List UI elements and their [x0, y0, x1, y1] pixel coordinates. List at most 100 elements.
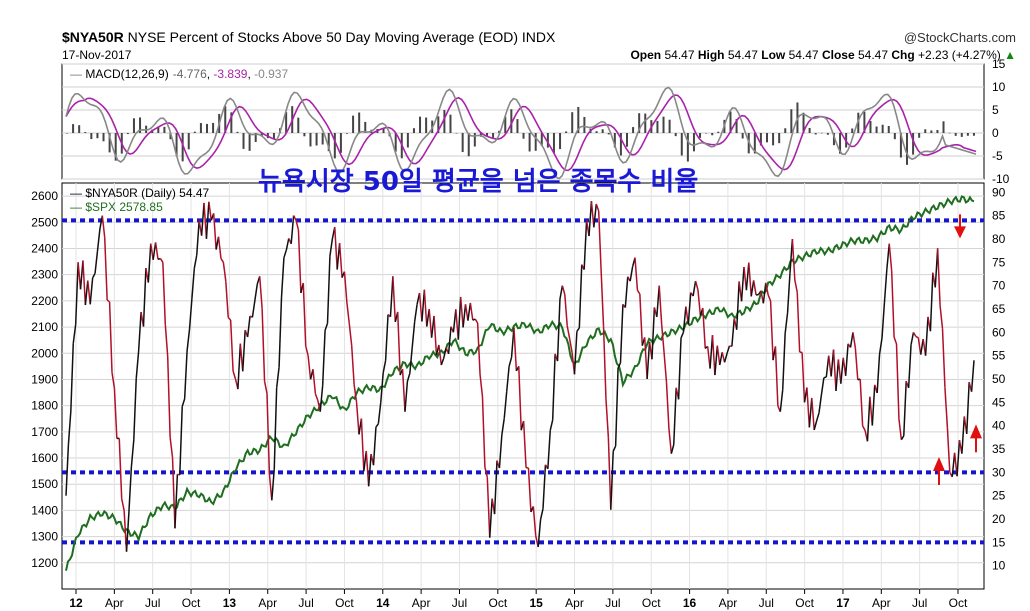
macd-hist-bar	[72, 124, 75, 133]
nya50r-segment	[319, 385, 324, 412]
macd-panel: 15 10 5 0 -5 -10 — MACD(12,26,9) -4.776, -3.83…	[61, 57, 1010, 186]
nya50r-segment	[433, 315, 438, 356]
nya50r-segment	[694, 280, 699, 291]
macd-tick-label: -5	[992, 149, 1003, 163]
nya50r-segment	[602, 326, 607, 399]
nya50r-segment	[564, 294, 568, 326]
nya50r-segment	[619, 304, 624, 363]
macd-hist-bar	[534, 133, 537, 151]
macd-hist-bar	[607, 133, 610, 135]
nya50r-segment	[123, 510, 128, 552]
nya50r-segment	[886, 243, 891, 270]
x-tick-label: Jul	[759, 596, 774, 610]
right-tick-label: 20	[992, 512, 1006, 526]
nya50r-segment	[118, 438, 123, 499]
macd-hist-bar	[686, 133, 689, 162]
nya50r-segment	[166, 356, 171, 438]
nya50r-segment	[205, 201, 210, 239]
macd-hist-bar	[437, 116, 440, 133]
nya50r-segment	[365, 450, 370, 487]
nya50r-segment	[624, 276, 629, 308]
macd-hist-bar	[571, 112, 574, 133]
nya50r-segment	[735, 281, 740, 330]
nya50r-segment	[295, 220, 300, 231]
nya50r-segment	[670, 444, 675, 454]
macd-hist-bar	[66, 133, 68, 134]
nya50r-segment	[547, 430, 552, 469]
nya50r-segment	[438, 344, 443, 366]
macd-hist-bar	[972, 133, 975, 136]
x-tick-label: Apr	[565, 596, 584, 610]
macd-hist-bar	[248, 133, 251, 151]
spx-legend: — $SPX 2578.85	[70, 200, 163, 214]
nya50r-segment	[120, 498, 125, 511]
nya50r-segment	[150, 243, 154, 260]
macd-hist-bar	[942, 121, 945, 133]
left-tick-label: 2100	[31, 320, 58, 334]
chart-date: 17-Nov-2017	[62, 48, 132, 62]
nya50r-segment	[697, 289, 702, 316]
low-label: Low	[761, 48, 786, 62]
nya50r-segment	[634, 257, 639, 291]
nya50r-segment	[423, 289, 428, 327]
close-label: Close	[821, 48, 855, 62]
macd-hist-bar	[242, 133, 245, 149]
nya50r-segment	[159, 258, 164, 263]
nya50r-segment	[193, 254, 198, 269]
nya50r-segment	[663, 352, 668, 383]
macd-hist-bar	[680, 133, 683, 156]
nya50r-segment	[818, 394, 823, 413]
nya50r-segment	[677, 338, 682, 400]
nya50r-segment	[898, 418, 903, 440]
chart-title: $NYA50R NYSE Percent of Stocks Above 50 …	[62, 29, 555, 45]
nya50r-segment	[539, 508, 544, 520]
nya50r-segment	[278, 297, 283, 368]
nya50r-segment	[232, 370, 237, 380]
macd-hist-bar	[479, 133, 482, 137]
nya50r-segment	[135, 350, 140, 379]
nya50r-segment	[965, 382, 970, 434]
arrow-down-icon	[954, 226, 966, 239]
macd-hist-bar	[552, 133, 555, 153]
macd-hist-bar	[339, 133, 342, 153]
macd-hist-bar	[814, 133, 817, 135]
nya50r-segment	[820, 377, 825, 395]
nya50r-segment	[396, 311, 401, 376]
nya50r-segment	[271, 469, 275, 501]
chg-label: Chg	[891, 48, 915, 62]
nya50r-segment	[600, 270, 605, 327]
nya50r-segment	[409, 347, 413, 374]
nya50r-segment	[583, 220, 588, 270]
arrow-up-icon	[933, 457, 945, 471]
macd-hist-bar	[936, 130, 939, 133]
nya50r-segment	[377, 402, 382, 424]
nya50r-segment	[113, 388, 118, 439]
macd-hist-bar	[230, 112, 233, 133]
nya50r-segment	[251, 300, 256, 318]
nya50r-segment	[893, 336, 898, 345]
macd-hist-bar	[321, 133, 324, 145]
nya50r-segment	[384, 314, 389, 361]
nya50r-segment	[273, 387, 278, 470]
brand-logo[interactable]: @StockCharts.com	[903, 30, 1016, 45]
nya50r-segment	[636, 289, 641, 295]
nya50r-segment	[551, 353, 556, 420]
nya50r-segment	[614, 367, 619, 447]
nya50r-segment	[372, 427, 377, 466]
x-tick-label: Jul	[298, 596, 313, 610]
macd-hist-bar	[577, 106, 580, 133]
nya50r-segment	[658, 285, 663, 325]
macd-hist-bar	[832, 133, 835, 146]
nya50r-segment	[246, 316, 251, 338]
macd-hist-bar	[412, 128, 415, 133]
macd-hist-bar	[473, 133, 476, 147]
nya50r-segment	[406, 373, 411, 382]
nya50r-segment	[808, 397, 813, 428]
nya50r-segment	[203, 202, 208, 239]
nya50r-segment	[607, 437, 612, 510]
nya50r-segment	[561, 285, 566, 295]
nya50r-segment	[566, 325, 571, 339]
left-tick-label: 2400	[31, 241, 58, 255]
macd-frame	[61, 63, 985, 180]
